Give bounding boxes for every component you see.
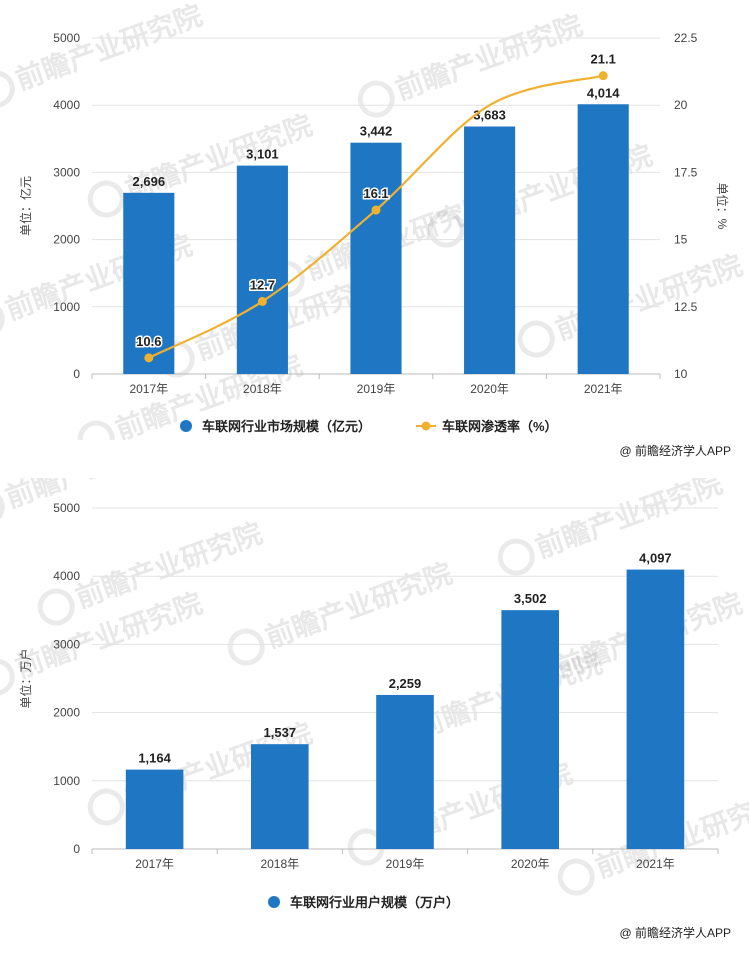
legend-label: 车联网渗透率（%） xyxy=(442,419,558,434)
x-tick-label: 2020年 xyxy=(470,382,509,396)
x-tick-label: 2021年 xyxy=(636,857,675,871)
y-tick-label: 2000 xyxy=(53,233,80,247)
watermark-logo-icon xyxy=(87,180,125,218)
y-right-tick-label: 20 xyxy=(674,98,688,112)
x-tick-label: 2019年 xyxy=(357,382,396,396)
y-tick-label: 0 xyxy=(73,842,80,856)
watermark-logo-icon xyxy=(0,70,15,108)
watermark: 前瞻产业研究院 xyxy=(497,478,726,576)
watermark-text: 前瞻产业研究院 xyxy=(531,478,726,564)
bar-value-label: 3,683 xyxy=(473,108,506,123)
watermark-logo-icon xyxy=(557,858,595,896)
legend-item: 车联网行业市场规模（亿元） xyxy=(180,419,371,434)
line-point xyxy=(598,71,608,81)
line-value-label: 10.6 xyxy=(136,334,161,349)
bar-value-label: 1,537 xyxy=(264,725,297,740)
legend-item: 车联网渗透率（%） xyxy=(416,419,558,434)
legend-marker xyxy=(268,896,280,908)
legend-label: 车联网行业市场规模（亿元） xyxy=(202,419,371,434)
legend-label: 车联网行业用户规模（万户） xyxy=(290,895,459,910)
source-credit-top: @ 前瞻经济学人APP xyxy=(619,444,731,458)
y-tick-label: 1000 xyxy=(53,774,80,788)
bar xyxy=(577,104,629,374)
x-tick-label: 2020年 xyxy=(511,857,550,871)
watermark-logo-icon xyxy=(37,588,75,626)
bar-value-label: 2,259 xyxy=(389,676,422,691)
bar xyxy=(501,610,559,849)
legend-item: 车联网行业用户规模（万户） xyxy=(268,895,459,910)
y-tick-label: 5000 xyxy=(53,501,80,515)
bar xyxy=(626,569,685,849)
watermark-logo-icon xyxy=(427,210,465,248)
line-value-label: 16.1 xyxy=(363,186,388,201)
watermark-logo-icon xyxy=(517,320,555,358)
bar xyxy=(350,142,402,374)
watermark-logo-icon xyxy=(87,788,125,826)
watermark: 前瞻产业研究院 xyxy=(357,9,586,118)
y-tick-label: 5000 xyxy=(53,31,80,45)
watermark-text: 前瞻产业研究院 xyxy=(261,557,456,654)
bar xyxy=(251,744,309,849)
legend-marker xyxy=(421,421,431,431)
x-tick-label: 2021年 xyxy=(584,382,623,396)
bar xyxy=(376,694,434,849)
bar-value-label: 2,696 xyxy=(133,174,166,189)
bar-value-label: 3,502 xyxy=(514,591,547,606)
y-tick-label: 0 xyxy=(73,367,80,381)
watermark-logo-icon xyxy=(0,658,15,696)
y-tick-label: 4000 xyxy=(53,98,80,112)
x-tick-label: 2018年 xyxy=(243,382,282,396)
watermark-text: 前瞻产业研究院 xyxy=(391,9,586,106)
x-tick-label: 2019年 xyxy=(386,857,425,871)
bar-value-label: 4,014 xyxy=(587,85,620,100)
y-right-tick-label: 12.5 xyxy=(674,300,698,314)
source-credit-bottom: @ 前瞻经济学人APP xyxy=(619,926,731,940)
y-right-tick-label: 22.5 xyxy=(674,31,698,45)
y-tick-label: 1000 xyxy=(53,300,80,314)
bar-value-label: 1,164 xyxy=(138,751,171,766)
watermark: 前瞻产业研究院 xyxy=(0,0,206,108)
y-right-tick-label: 15 xyxy=(674,233,688,247)
line-value-label: 21.1 xyxy=(591,52,616,67)
legend-marker xyxy=(180,420,192,432)
x-tick-label: 2017年 xyxy=(129,382,168,396)
bar xyxy=(125,769,184,849)
watermark-text: 前瞻产业研究院 xyxy=(11,0,206,96)
watermark-logo-icon xyxy=(357,80,395,118)
y-axis-title: 单位：万户 xyxy=(18,648,33,708)
watermark-logo-icon xyxy=(227,628,265,666)
y-right-tick-label: 10 xyxy=(674,367,688,381)
watermark-logo-icon xyxy=(0,300,5,338)
watermark: 前瞻产业研究院 xyxy=(0,478,196,526)
bar xyxy=(236,165,288,374)
y-right-axis-title: 单位：% xyxy=(715,183,730,230)
watermark: 前瞻产业研究院 xyxy=(517,249,746,358)
bar-value-label: 3,101 xyxy=(246,147,279,162)
bar-value-label: 3,442 xyxy=(360,124,393,139)
line-point xyxy=(257,296,267,306)
watermark-logo-icon xyxy=(77,420,115,440)
line-point xyxy=(371,205,381,215)
x-tick-label: 2017年 xyxy=(135,857,174,871)
y-axis-title: 单位：亿元 xyxy=(18,176,33,236)
x-tick-label: 2018年 xyxy=(260,857,299,871)
y-tick-label: 4000 xyxy=(53,569,80,583)
watermark: 前瞻产业研究院 xyxy=(227,557,456,666)
bar xyxy=(123,192,175,374)
line-point xyxy=(144,353,154,363)
y-tick-label: 2000 xyxy=(53,706,80,720)
bar xyxy=(464,126,516,374)
watermark-logo-icon xyxy=(497,538,535,576)
line-value-label: 12.7 xyxy=(250,277,275,292)
bar-value-label: 4,097 xyxy=(639,551,672,566)
y-tick-label: 3000 xyxy=(53,637,80,651)
watermark-logo-icon xyxy=(0,488,5,526)
y-tick-label: 3000 xyxy=(53,165,80,179)
y-right-tick-label: 17.5 xyxy=(674,165,698,179)
